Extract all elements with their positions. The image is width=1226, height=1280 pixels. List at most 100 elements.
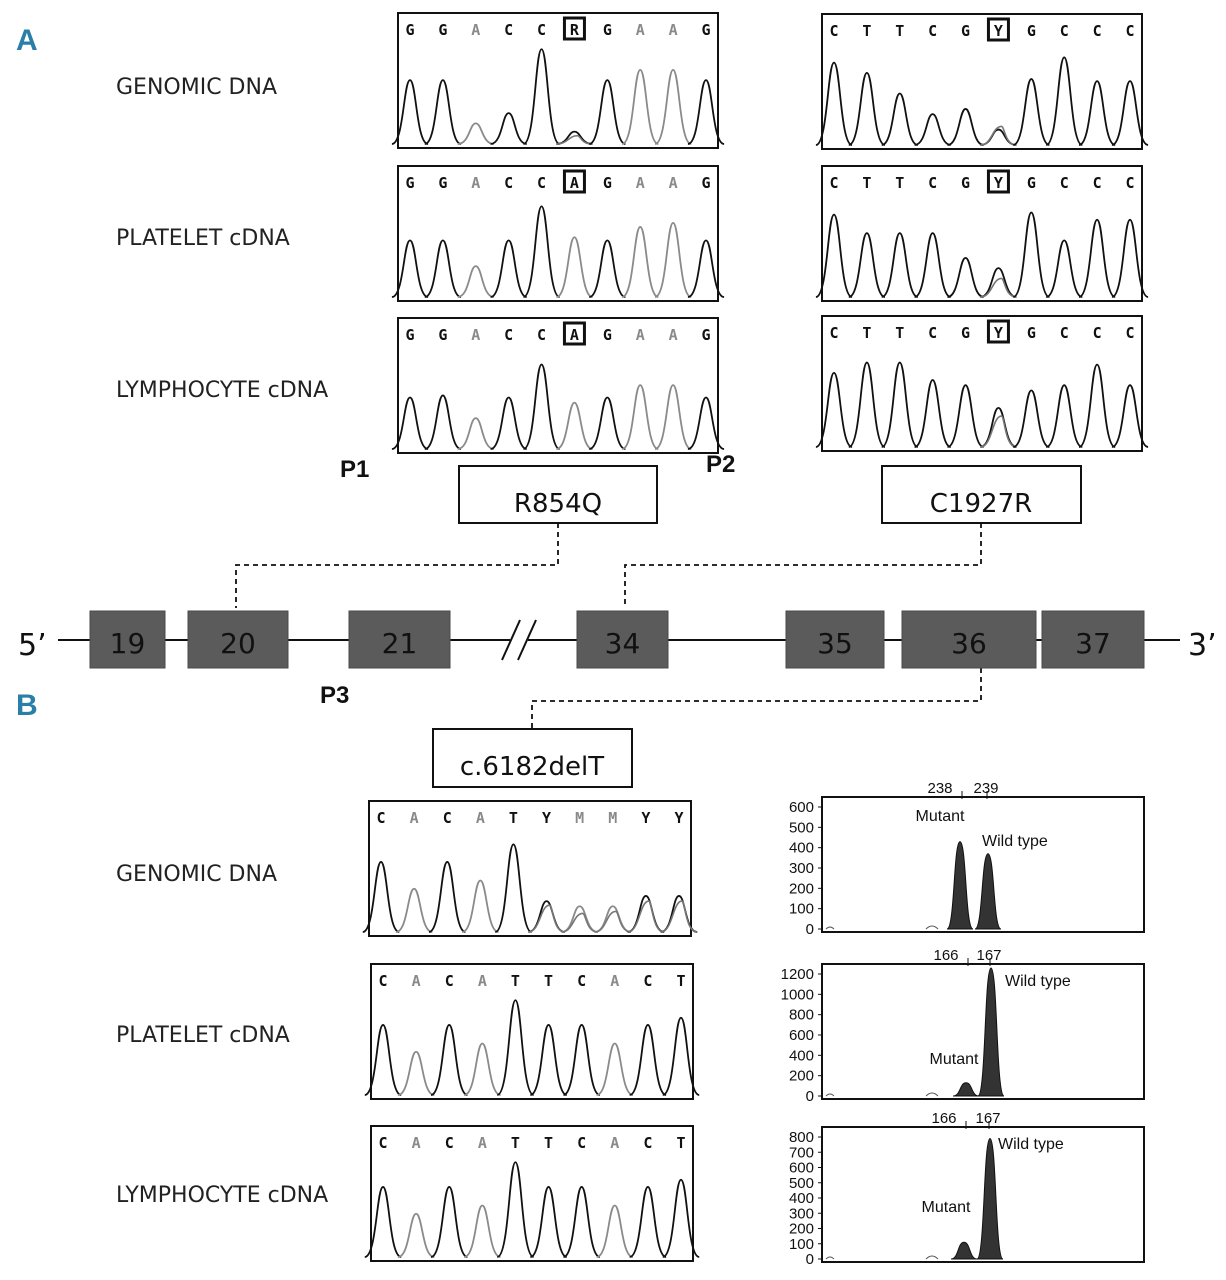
base-call: G xyxy=(405,174,414,192)
fragment-peak xyxy=(950,1241,978,1260)
base-call: A xyxy=(669,21,678,39)
base-call: C xyxy=(1093,22,1102,40)
exon-box xyxy=(187,610,289,669)
trace-peak xyxy=(654,68,692,145)
base-call: A xyxy=(410,809,419,827)
variant-marker xyxy=(562,16,586,41)
mutation-label-c1927r: C1927R xyxy=(930,489,1032,519)
variant-marker xyxy=(986,17,1010,42)
fragment-chart: 0 200 400 600 800 1000 1200 166 167 Mutant Wild ty… xyxy=(781,947,1145,1105)
base-call: G xyxy=(701,21,710,39)
exons: 19 20 21 34 35 36 37 xyxy=(89,610,1145,669)
base-call: G xyxy=(405,326,414,344)
connector-c1927r xyxy=(624,523,982,608)
trace-peak xyxy=(881,361,919,448)
y-tick-label: 0 xyxy=(806,1251,814,1268)
trace-peak xyxy=(529,1024,568,1096)
peak-label: Wild type xyxy=(998,1136,1064,1153)
base-call: Y xyxy=(994,22,1003,40)
base-call: G xyxy=(1027,174,1036,192)
base-call: A xyxy=(412,1134,421,1152)
exon-box xyxy=(785,610,885,669)
trace-peak xyxy=(496,999,535,1096)
trace-peak xyxy=(457,417,495,450)
chromatogram-layer: G G A C C R G A A G G G A C C A G A A G G G A C C A G A A G C T T C G Y G C C C… xyxy=(362,12,1149,1262)
trace-peak xyxy=(430,1186,468,1258)
panel-a-label-lymphocyte: LYMPHOCYTE cDNA xyxy=(116,378,328,403)
baseline-noise xyxy=(825,1255,939,1260)
base-call: C xyxy=(643,1134,652,1152)
trace-peak xyxy=(397,1050,435,1096)
base-call: C xyxy=(443,809,452,827)
base-call: C xyxy=(1125,324,1134,342)
base-call: C xyxy=(829,174,838,192)
trace-peak xyxy=(490,112,528,145)
trace-peak xyxy=(424,239,462,298)
trace-peak xyxy=(563,1024,601,1096)
base-call: A xyxy=(669,174,678,192)
trace-peak xyxy=(815,61,853,146)
base-call: C xyxy=(1125,22,1134,40)
trace-peak xyxy=(457,122,495,145)
y-tick-label: 1200 xyxy=(781,966,814,983)
panel-a-label-genomic: GENOMIC DNA xyxy=(116,75,277,100)
base-call: G xyxy=(701,174,710,192)
trace-peak xyxy=(529,1186,568,1258)
base-call: Y xyxy=(994,324,1003,342)
variant-marker xyxy=(986,319,1010,344)
trace-peak xyxy=(654,221,692,298)
trace-peak xyxy=(494,843,533,933)
base-call: C xyxy=(1125,174,1134,192)
base-call: C xyxy=(378,1134,387,1152)
primer-p3: P3 xyxy=(320,682,349,709)
trace-peak xyxy=(1012,78,1050,146)
trace-peak xyxy=(687,79,725,145)
y-tick-label: 1000 xyxy=(781,986,814,1003)
base-call: M xyxy=(575,809,584,827)
fragment-peak xyxy=(946,841,974,930)
base-call: C xyxy=(537,326,546,344)
base-call: A xyxy=(610,1134,619,1152)
base-call: T xyxy=(676,972,685,990)
base-call: C xyxy=(537,21,546,39)
trace-peak xyxy=(881,232,919,298)
trace-peak xyxy=(914,379,952,448)
trace-peak xyxy=(490,396,528,450)
exon-label: 36 xyxy=(951,627,987,660)
fragment-peak xyxy=(974,853,1002,930)
base-call: A xyxy=(476,809,485,827)
exon-box xyxy=(576,610,669,669)
connector-c6182delt xyxy=(531,668,982,728)
fragment-chart: 0 100 200 300 400 500 600 238 239 Mutant Wild type xyxy=(789,780,1145,938)
variant-marker xyxy=(986,169,1010,194)
x-tick-label: 167 xyxy=(976,947,1001,964)
base-call: G xyxy=(961,324,970,342)
base-call: C xyxy=(643,972,652,990)
trace-peak xyxy=(654,384,692,450)
base-call: C xyxy=(445,972,454,990)
trace-peak xyxy=(687,239,725,298)
trace-peak xyxy=(621,384,659,450)
base-call: G xyxy=(603,21,612,39)
trace-peak xyxy=(914,232,952,298)
trace-peak xyxy=(424,394,462,450)
exon-label: 35 xyxy=(817,627,853,660)
base-call: C xyxy=(504,174,513,192)
exon-box xyxy=(1041,610,1145,669)
base-call: C xyxy=(829,324,838,342)
base-call: G xyxy=(701,326,710,344)
x-tick-label: 166 xyxy=(933,947,958,964)
base-call: G xyxy=(961,174,970,192)
x-tick-label: 166 xyxy=(931,1110,956,1127)
trace-peak xyxy=(424,79,462,145)
trace-peak xyxy=(364,1024,402,1096)
trace-peak xyxy=(457,265,495,298)
